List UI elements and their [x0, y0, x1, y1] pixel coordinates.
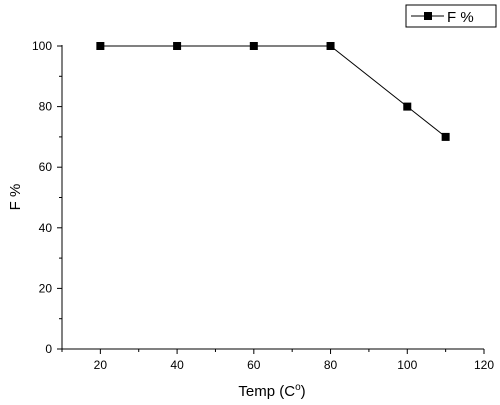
y-tick-label: 60 — [39, 160, 53, 174]
axes — [61, 45, 484, 350]
data-point-square — [441, 132, 450, 141]
x-tick-label: 100 — [397, 358, 417, 372]
x-tick-label: 120 — [474, 358, 494, 372]
x-axis-label: Temp (Co) — [238, 382, 305, 400]
y-tick-label: 80 — [39, 100, 53, 114]
y-axis-label: F % — [7, 184, 24, 211]
legend-marker-square-icon — [424, 12, 432, 20]
data-point-square — [96, 42, 105, 50]
legend-box — [405, 4, 497, 28]
legend: F % — [405, 4, 497, 28]
x-tick-label: 40 — [170, 358, 184, 372]
data-point-square — [173, 42, 182, 50]
x-tick-label: 80 — [324, 358, 338, 372]
x-ticks: 20 40 60 80 100 120 — [61, 349, 494, 372]
y-ticks: 0 20 40 60 80 100 — [32, 39, 62, 356]
data-point-square — [326, 42, 335, 50]
data-point-square — [249, 42, 258, 50]
y-tick-label: 0 — [45, 342, 52, 356]
legend-entry-label: F % — [447, 9, 474, 26]
y-tick-label: 40 — [39, 221, 53, 235]
series-layer — [96, 42, 450, 141]
x-tick-label: 20 — [94, 358, 108, 372]
x-tick-label: 60 — [247, 358, 261, 372]
data-point-square — [403, 102, 412, 111]
y-tick-label: 20 — [39, 281, 53, 295]
series-line — [100, 45, 446, 138]
y-tick-label: 100 — [32, 39, 52, 53]
